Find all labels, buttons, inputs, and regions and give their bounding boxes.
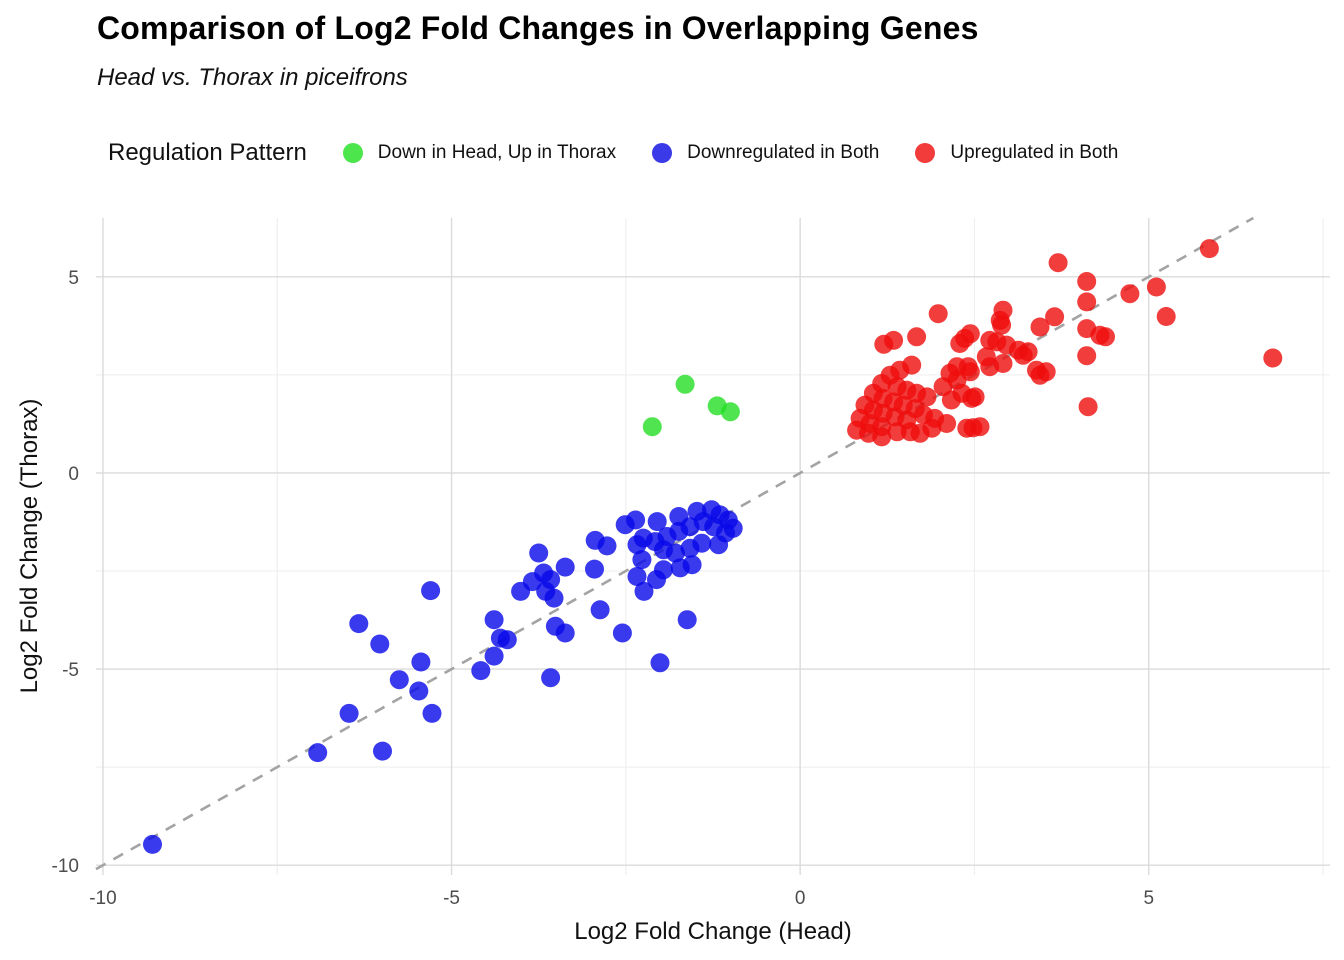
data-point [720, 402, 740, 422]
data-point [411, 652, 431, 672]
data-point [654, 560, 673, 580]
data-point [941, 390, 961, 410]
tick-label: -10 [52, 856, 79, 877]
data-point [634, 581, 654, 601]
data-point [308, 743, 328, 763]
data-point [143, 834, 162, 854]
data-point [1077, 292, 1097, 312]
legend-title: Regulation Pattern [108, 139, 307, 166]
data-point [963, 418, 983, 438]
data-point [682, 555, 702, 575]
data-point [541, 668, 561, 688]
data-point [1090, 325, 1110, 345]
data-point [907, 327, 927, 347]
data-point [937, 414, 957, 433]
x-axis-title: Log2 Fold Change (Head) [574, 918, 852, 945]
data-point [872, 427, 892, 447]
data-point [1077, 272, 1097, 291]
legend-item-down-both: Downregulated in Both [652, 142, 879, 164]
data-point [422, 703, 442, 723]
data-point [1263, 348, 1283, 368]
data-point [471, 661, 491, 681]
data-point [389, 670, 409, 690]
data-point [669, 507, 689, 526]
data-point [370, 634, 390, 654]
data-point [339, 703, 359, 723]
data-point [677, 610, 697, 630]
data-point [887, 422, 907, 442]
legend-item-label: Down in Head, Up in Thorax [377, 142, 617, 163]
data-point [900, 422, 920, 442]
data-point [626, 510, 646, 530]
data-point [633, 528, 653, 548]
data-point [642, 417, 662, 437]
data-point [1045, 307, 1065, 327]
chart-subtitle: Head vs. Thorax in piceifrons [97, 64, 408, 91]
data-point [590, 600, 610, 620]
data-point [409, 681, 429, 701]
blue-dot-icon [652, 143, 673, 163]
y-axis-title-text: Log2 Fold Change (Thorax) [16, 398, 43, 694]
data-point [1030, 317, 1050, 337]
data-point [349, 614, 369, 634]
data-point [992, 315, 1012, 335]
data-point [421, 581, 441, 601]
data-point [585, 559, 604, 579]
chart-title: Comparison of Log2 Fold Changes in Overl… [97, 10, 979, 46]
data-point [962, 388, 982, 408]
data-point [1156, 307, 1176, 326]
data-point [1013, 345, 1033, 365]
data-point [692, 533, 712, 553]
data-point [529, 543, 549, 563]
tick-label: 5 [1143, 888, 1154, 909]
tick-label: 0 [68, 464, 79, 485]
data-point [1078, 397, 1098, 417]
data-point [534, 563, 554, 583]
data-point [950, 334, 970, 353]
data-point [484, 610, 504, 630]
legend-item-up-both: Upregulated in Both [915, 142, 1118, 164]
tick-label: -5 [443, 888, 460, 909]
data-point [1199, 239, 1219, 259]
data-point [545, 616, 565, 636]
legend: Regulation Pattern Down in Head, Up in T… [108, 134, 1118, 172]
data-point [847, 420, 867, 440]
tick-label: 5 [68, 268, 79, 289]
data-point [632, 550, 652, 570]
data-point [1048, 253, 1068, 273]
red-dot-icon [915, 143, 936, 163]
legend-item-label: Upregulated in Both [950, 142, 1119, 163]
data-point [650, 653, 670, 673]
data-point [647, 512, 667, 532]
data-point [928, 304, 948, 324]
tick-label: 0 [795, 888, 806, 909]
data-point [1146, 277, 1166, 297]
data-point [373, 741, 392, 761]
data-point [585, 530, 605, 550]
data-point [1077, 346, 1097, 366]
data-point [627, 567, 647, 586]
data-point [490, 628, 510, 648]
data-point [612, 623, 632, 643]
data-point [980, 357, 1000, 377]
data-point [687, 501, 707, 521]
green-dot-icon [342, 143, 363, 163]
legend-item-down-up: Down in Head, Up in Thorax [342, 142, 617, 164]
tick-label: -5 [62, 660, 79, 681]
data-point [874, 334, 894, 354]
data-point [702, 500, 722, 520]
legend-item-label: Downregulated in Both [687, 142, 880, 163]
tick-label: -10 [89, 888, 116, 909]
data-point [555, 557, 575, 577]
data-point [1030, 365, 1050, 385]
data-point [675, 374, 695, 394]
data-point [917, 387, 937, 407]
data-point [1120, 284, 1140, 304]
data-point [484, 646, 504, 666]
